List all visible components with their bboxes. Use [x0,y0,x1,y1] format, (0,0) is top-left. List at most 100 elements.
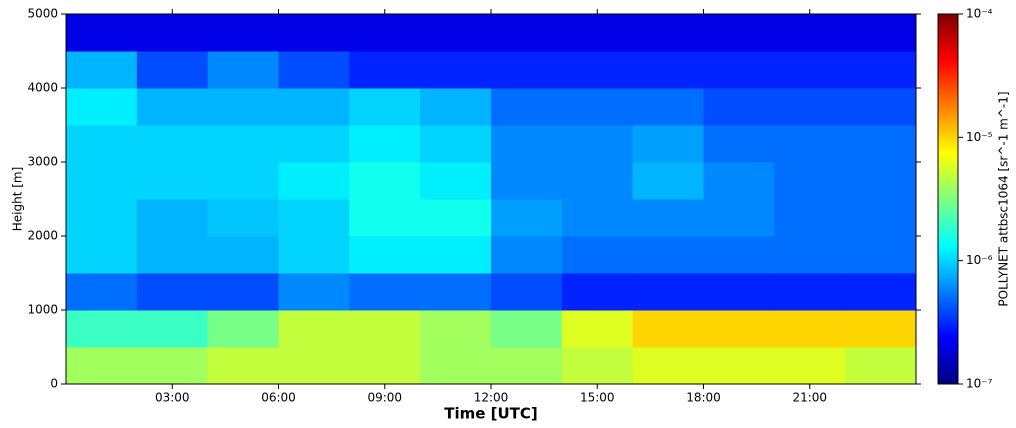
x-axis-label: Time [UTC] [444,405,538,423]
heatmap-cell [491,347,563,385]
heatmap-cell [491,125,563,163]
heatmap-cell [774,273,846,311]
heatmap-cell [207,310,279,348]
heatmap-cell [136,236,209,274]
heatmap-cell [420,347,492,385]
heatmap-cell [278,125,350,163]
heatmap-cell [278,88,350,126]
colorbar [937,13,959,385]
heatmap-cell [207,347,279,385]
heatmap-cell [207,88,279,126]
heatmap-cell [491,14,563,52]
heatmap-cell [207,199,279,237]
heatmap-cell [632,162,704,200]
heatmap-cell [845,199,917,237]
colorbar-tick-label: 10⁻⁷ [966,377,993,391]
heatmap-cell [278,162,350,200]
heatmap-cell [774,236,846,274]
heatmap-cell [703,125,775,163]
heatmap-cell [278,347,350,385]
heatmap-cell [66,310,138,348]
heatmap-cell [703,347,775,385]
heatmap-cell [278,236,350,274]
heatmap-cell [349,273,421,311]
heatmap-cell [66,236,138,274]
heatmap-cell [845,14,917,52]
heatmap-cell [845,51,917,89]
heatmap-cell [207,51,279,89]
heatmap-cell [491,310,563,348]
heatmap-cell [420,162,492,200]
heatmap-cell [420,273,492,311]
heatmap-cell [207,14,279,52]
y-tick-label: 5000 [27,7,58,21]
heatmap-cell [207,273,279,311]
heatmap-cell [774,125,846,163]
heatmap-cell [845,88,917,126]
heatmap-cell [703,236,775,274]
heatmap-cell [136,273,209,311]
colorbar-tick-label: 10⁻⁵ [966,130,993,144]
heatmap [66,14,917,385]
heatmap-cell [491,273,563,311]
heatmap-cell [774,162,846,200]
heatmap-cell [349,310,421,348]
heatmap-cell [703,162,775,200]
heatmap-cell [207,162,279,200]
heatmap-cell [136,162,209,200]
heatmap-cell [66,273,138,311]
heatmap-cell [136,199,209,237]
heatmap-cell [632,310,704,348]
heatmap-cell [278,14,350,52]
heatmap-cell [703,88,775,126]
x-tick-label: 12:00 [474,391,509,405]
colorbar-label: POLLYNET attbsc1064 [sr^-1 m^-1] [997,91,1011,306]
heatmap-cell [845,310,917,348]
heatmap-cell [561,199,634,237]
heatmap-cell [845,236,917,274]
y-tick-label: 4000 [27,81,58,95]
heatmap-cell [349,162,421,200]
heatmap-cell [561,310,634,348]
heatmap-cell [420,51,492,89]
heatmap-cell [561,273,634,311]
heatmap-cell [66,14,138,52]
heatmap-cell [632,273,704,311]
heatmap-cell [420,310,492,348]
x-tick-label: 06:00 [261,391,296,405]
heatmap-cell [632,51,704,89]
heatmap-cell [561,162,634,200]
heatmap-cell [136,14,209,52]
heatmap-cell [420,88,492,126]
heatmap-cell [561,125,634,163]
heatmap-cell [632,88,704,126]
heatmap-cell [278,310,350,348]
heatmap-cell [66,347,138,385]
heatmap-cell [420,236,492,274]
heatmap-cell [349,125,421,163]
heatmap-cell [703,273,775,311]
heatmap-cell [349,236,421,274]
colorbar-tick-label: 10⁻⁶ [966,253,993,267]
heatmap-cell [774,310,846,348]
heatmap-cell [703,14,775,52]
heatmap-cell [278,199,350,237]
heatmap-cell [632,347,704,385]
colorbar-tick-label: 10⁻⁴ [966,7,993,21]
heatmap-cell [136,125,209,163]
x-tick-label: 03:00 [155,391,190,405]
heatmap-cell [136,51,209,89]
x-tick-label: 18:00 [686,391,721,405]
y-tick-label: 1000 [27,303,58,317]
heatmap-cell [845,347,917,385]
heatmap-cell [561,14,634,52]
heatmap-cell [774,51,846,89]
heatmap-cell [136,88,209,126]
heatmap-cell [278,273,350,311]
heatmap-cell [561,51,634,89]
x-tick-label: 21:00 [792,391,827,405]
heatmap-cell [349,347,421,385]
heatmap-cell [774,199,846,237]
heatmap-cell [349,199,421,237]
